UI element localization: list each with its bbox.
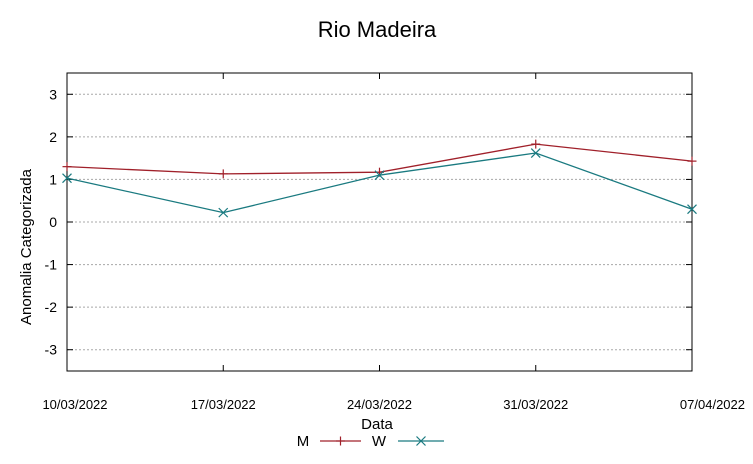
y-tick-label: -2 [45,299,58,315]
legend-label-W: W [372,433,387,450]
x-axis-label: Data [361,416,393,433]
y-axis-label: Anomalia Categorizada [18,168,35,325]
y-tick-label: 2 [49,129,57,145]
series-lines [62,139,697,218]
x-tick-label: 17/03/2022 [191,397,256,412]
gridlines [67,93,692,351]
y-tick-label: 0 [49,214,57,230]
data-point-M [62,162,72,172]
x-axis-ticks: 10/03/2022 17/03/2022 24/03/2022 31/03/2022… [42,73,745,412]
y-tick-label: 1 [49,171,57,187]
y-tick-label: -3 [45,342,58,358]
data-point-W [687,204,697,215]
x-tick-label: 07/04/2022 [680,397,745,412]
data-point-W [530,148,541,158]
legend-label-M: M [297,433,310,450]
data-point-W [218,207,229,218]
chart-title: Rio Madeira [318,17,437,42]
x-tick-label: 31/03/2022 [503,397,568,412]
x-tick-label: 10/03/2022 [42,397,107,412]
data-point-M [531,139,541,149]
data-point-W [374,170,385,181]
x-tick-label: 24/03/2022 [347,397,412,412]
data-point-M [687,156,697,166]
y-axis-ticks: 3 2 1 0 -1 -2 -3 [45,86,692,358]
legend-marker-M [336,436,345,446]
y-tick-label: -1 [45,257,58,273]
legend-marker-W [416,436,426,446]
data-point-W [62,173,72,184]
y-tick-label: 3 [49,86,57,102]
series-line-W [66,152,693,214]
data-point-M [218,169,228,179]
